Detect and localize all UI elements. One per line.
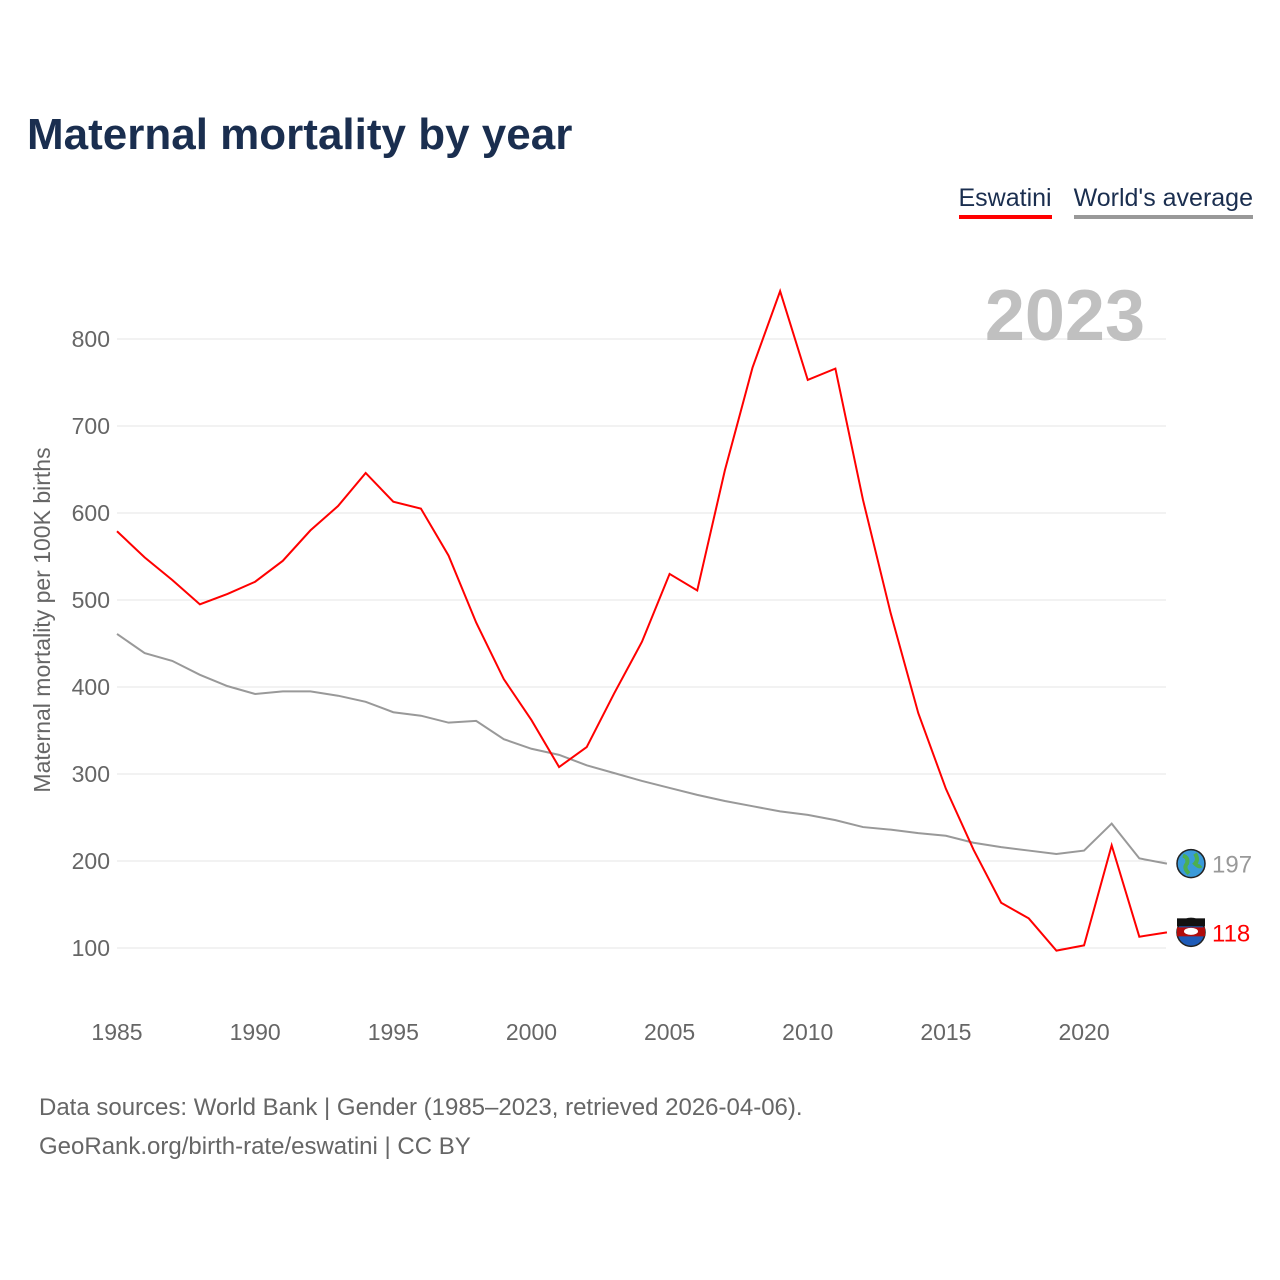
footer: Data sources: World Bank | Gender (1985–…	[39, 1088, 803, 1166]
globe-land	[1182, 852, 1203, 876]
x-tick-label: 2000	[506, 1019, 557, 1045]
x-tick-label: 2020	[1058, 1019, 1109, 1045]
legend-eswatini[interactable]: Eswatini	[958, 184, 1052, 219]
y-tick-label: 500	[72, 587, 110, 613]
x-tick-label: 1995	[368, 1019, 419, 1045]
y-tick-label: 600	[72, 500, 110, 526]
y-tick-label: 800	[72, 326, 110, 352]
footer-link[interactable]: GeoRank.org/birth-rate/eswatini | CC BY	[39, 1133, 471, 1160]
legend: Eswatini World's average	[958, 184, 1253, 219]
series-line-world-s-average	[116, 633, 1168, 865]
x-tick-label: 2010	[782, 1019, 833, 1045]
x-tick-label: 1990	[230, 1019, 281, 1045]
end-value-label: 118	[1212, 920, 1250, 947]
flag-shield	[1184, 927, 1198, 935]
y-tick-label: 200	[72, 848, 110, 874]
y-axis-label: Maternal mortality per 100K births	[29, 447, 55, 792]
end-value-label: 197	[1212, 852, 1252, 879]
y-tick-label: 300	[72, 761, 110, 787]
y-tick-label: 400	[72, 674, 110, 700]
footer-sources: Data sources: World Bank | Gender (1985–…	[39, 1094, 803, 1121]
y-tick-label: 700	[72, 413, 110, 439]
globe-icon	[1176, 848, 1206, 879]
y-tick-label: 100	[72, 935, 110, 961]
series-line-eswatini	[116, 288, 1168, 952]
x-tick-label: 2005	[644, 1019, 695, 1045]
x-tick-label: 1985	[91, 1019, 142, 1045]
x-tick-label: 2015	[920, 1019, 971, 1045]
year-watermark: 2023	[985, 276, 1145, 356]
legend-world-average[interactable]: World's average	[1073, 184, 1253, 219]
chart-title: Maternal mortality by year	[27, 110, 573, 159]
flag-top	[1177, 918, 1205, 927]
